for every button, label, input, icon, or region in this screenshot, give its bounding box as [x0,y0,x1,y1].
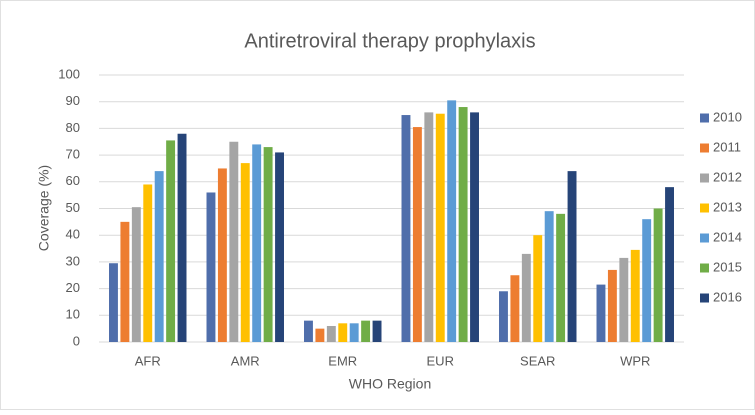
legend-label: 2012 [713,169,742,184]
y-tick-label: 30 [66,253,80,268]
bar [240,163,250,342]
bar [275,152,284,342]
legend-label: 2010 [713,109,742,124]
bar [567,171,577,342]
y-tick-label: 50 [66,200,80,215]
bar [607,269,617,342]
bar [361,320,371,342]
bar [372,320,382,342]
bar [510,275,520,342]
bar [630,249,640,342]
bar [544,211,554,342]
y-tick-label: 0 [73,333,80,348]
bar [315,328,325,342]
bar [143,184,153,342]
bar [166,140,176,342]
y-tick-label: 40 [66,227,80,242]
bar [619,257,629,342]
bar [206,192,216,342]
x-tick-label: WPR [620,353,650,368]
bar [154,171,164,342]
y-tick-label: 10 [66,307,80,322]
legend-label: 2013 [713,199,742,214]
bar [229,141,239,342]
y-tick-label: 100 [58,66,80,81]
bar [401,115,411,342]
bar [653,208,663,342]
bar [556,213,566,342]
bar [252,144,262,342]
bar [499,291,508,342]
bar [412,127,422,342]
x-tick-label: SEAR [520,353,555,368]
legend-swatch [700,233,709,243]
y-tick-label: 20 [66,280,80,295]
legend-label: 2016 [713,289,742,304]
legend-label: 2014 [713,229,742,244]
bar [338,323,348,342]
legend-swatch [700,173,709,183]
bar [470,112,479,342]
bar [349,323,359,342]
bar [596,284,606,342]
legend-swatch [700,203,709,213]
x-tick-label: EUR [427,353,454,368]
x-tick-label: EMR [328,353,357,368]
y-tick-label: 60 [66,173,80,188]
legend-swatch [700,113,709,123]
y-tick-label: 80 [66,120,80,135]
bar [521,253,531,342]
bar [131,207,141,342]
chart-title: Antiretroviral therapy prophylaxis [244,30,535,52]
legend-label: 2015 [713,259,742,274]
bar [120,221,130,342]
bar [177,133,187,342]
bar [263,147,273,342]
bar [533,235,543,342]
y-tick-label: 70 [66,147,80,162]
bar [642,219,652,342]
legend-swatch [700,143,709,153]
bar [447,100,457,343]
x-axis-label: WHO Region [349,376,431,392]
bar [458,107,468,342]
bar [665,187,674,342]
x-tick-label: AFR [135,353,161,368]
bar [304,320,313,342]
bar [435,113,445,342]
y-axis-label: Coverage (%) [36,165,52,251]
y-tick-label: 90 [66,93,80,108]
bar [424,112,434,342]
bar [109,263,118,342]
legend-swatch [700,293,709,303]
legend-label: 2011 [713,139,741,154]
legend-swatch [700,263,709,273]
x-tick-label: AMR [231,353,260,368]
bar [326,325,336,342]
bar [217,168,227,342]
